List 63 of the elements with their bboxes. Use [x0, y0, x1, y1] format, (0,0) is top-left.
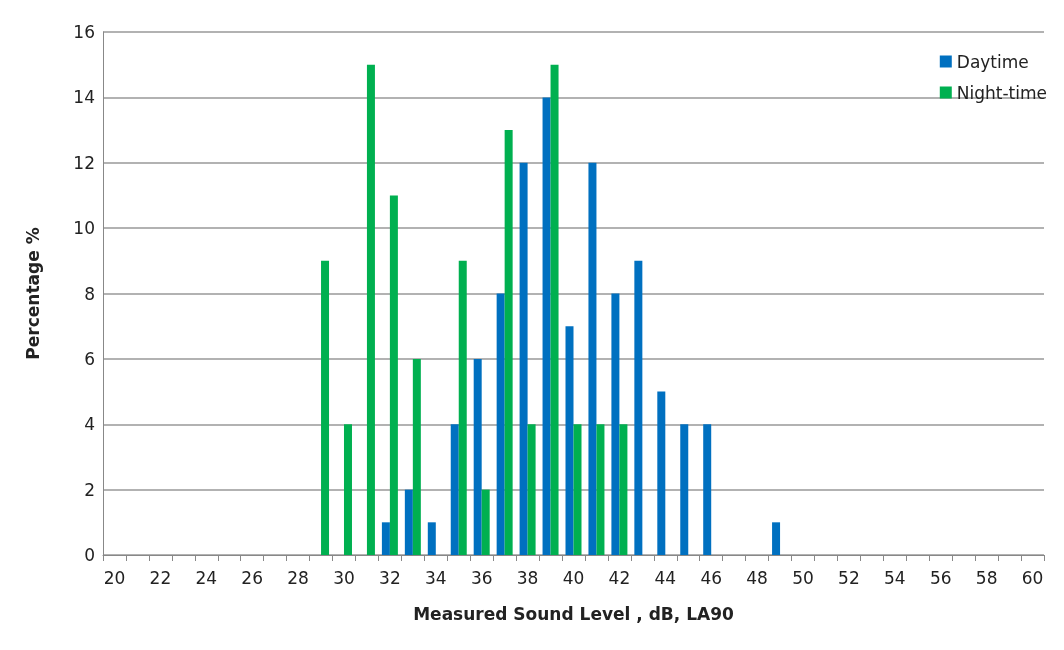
- x-tick-label: 28: [287, 567, 309, 588]
- legend-label: Daytime: [956, 51, 1029, 72]
- x-tick-label: 44: [654, 567, 677, 588]
- bar: [389, 195, 398, 555]
- y-tick-label: 10: [73, 218, 95, 239]
- x-tick-label: 48: [746, 567, 768, 588]
- bar: [473, 358, 482, 555]
- x-axis-title: Measured Sound Level , dB, LA90: [413, 603, 734, 624]
- bar: [657, 391, 666, 555]
- y-tick-label: 4: [84, 414, 95, 435]
- x-tick-label: 22: [149, 567, 172, 588]
- y-axis-title: Percentage %: [22, 227, 43, 360]
- bar: [504, 130, 513, 555]
- bar: [412, 358, 421, 555]
- y-tick-label: 8: [84, 283, 95, 304]
- x-tick-label: 24: [195, 567, 218, 588]
- y-tick-label: 16: [73, 22, 95, 42]
- y-tick-label: 12: [73, 152, 95, 173]
- x-tick-label: 60: [1021, 567, 1044, 588]
- legend-label: Night-time: [956, 82, 1048, 103]
- bar: [596, 424, 605, 555]
- bar: [527, 424, 536, 555]
- x-tick-label: 40: [562, 567, 585, 588]
- bar: [496, 293, 505, 555]
- bar: [573, 424, 582, 555]
- x-tick-label: 20: [103, 567, 126, 588]
- x-tick-label: 34: [424, 567, 447, 588]
- x-tick-label: 54: [884, 567, 906, 588]
- bar: [343, 424, 352, 555]
- y-tick-label: 0: [84, 545, 95, 565]
- y-tick-label: 6: [84, 348, 95, 369]
- bar: [458, 260, 467, 555]
- x-tick-label: 26: [241, 567, 263, 588]
- x-tick-label: 36: [470, 567, 493, 588]
- bar: [366, 64, 375, 555]
- bar: [565, 326, 574, 555]
- bar: [381, 522, 390, 555]
- x-tick-label: 42: [608, 567, 631, 588]
- x-tick-label: 38: [516, 567, 539, 588]
- y-tick-label: 14: [73, 87, 95, 108]
- bar: [680, 424, 689, 555]
- x-tick-label: 50: [792, 567, 814, 588]
- x-tick-label: 56: [929, 567, 952, 588]
- bar: [481, 489, 490, 555]
- bar: [519, 162, 528, 555]
- bar: [619, 424, 628, 555]
- bar: [611, 293, 620, 555]
- bar: [550, 64, 559, 555]
- x-tick-label: 58: [975, 567, 998, 588]
- y-tick-label: 2: [84, 479, 95, 500]
- bar: [703, 424, 712, 555]
- bar: [321, 260, 330, 555]
- bar: [427, 522, 436, 555]
- x-tick-label: 46: [700, 567, 723, 588]
- bar: [634, 260, 643, 555]
- x-tick-label: 30: [333, 567, 355, 588]
- bar: [772, 522, 781, 555]
- bar: [404, 489, 413, 555]
- x-tick-label: 52: [838, 567, 860, 588]
- bar: [588, 162, 597, 555]
- x-tick-label: 32: [379, 567, 401, 588]
- bar: [450, 424, 459, 555]
- bar: [542, 97, 551, 555]
